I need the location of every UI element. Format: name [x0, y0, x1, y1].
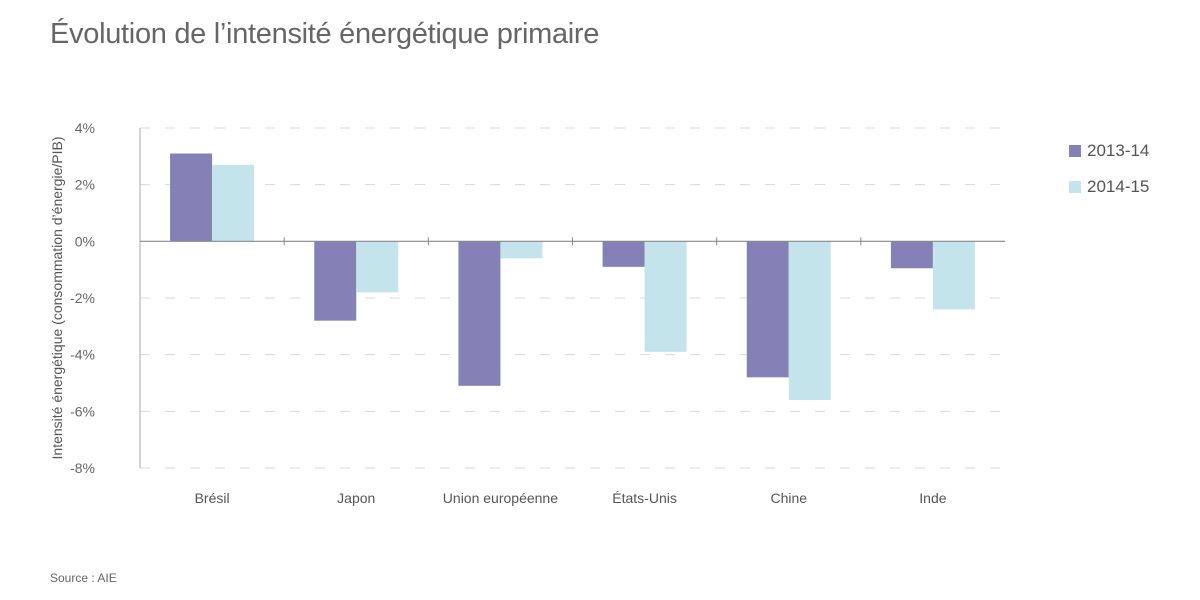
bar-2014-15-Chine — [788, 241, 831, 400]
bar-2013-14-Brésil — [170, 153, 213, 242]
x-category-labels: Brésil Japon Union européenne États-Unis Chi… — [195, 490, 947, 506]
x-category-label: Japon — [337, 490, 375, 506]
legend-swatch — [1069, 181, 1081, 193]
source-note: Source : AIE — [50, 571, 117, 585]
y-tick-label: -8% — [70, 460, 95, 476]
y-axis-label: Intensité énergétique (consommation d’én… — [49, 137, 65, 460]
bars — [170, 153, 975, 400]
x-category-label: Chine — [770, 490, 807, 506]
y-tick-label: -4% — [70, 347, 95, 363]
y-tick-label: 0% — [75, 233, 95, 249]
bar-2013-14-Inde — [890, 241, 933, 269]
bar-2014-15-Inde — [932, 241, 975, 310]
gridlines — [140, 127, 1005, 469]
legend-label: 2014-15 — [1087, 177, 1150, 196]
x-category-label: Brésil — [195, 490, 230, 506]
x-category-label: États-Unis — [612, 490, 677, 506]
legend: 2013-14 2014-15 — [1069, 140, 1149, 212]
y-tick-label: -2% — [70, 290, 95, 306]
y-tick-label: -6% — [70, 403, 95, 419]
bar-2014-15-États-Unis — [644, 241, 687, 352]
legend-item-series-1: 2013-14 — [1069, 140, 1149, 162]
x-category-label: Union européenne — [443, 490, 558, 506]
legend-label: 2013-14 — [1087, 141, 1150, 160]
bar-2014-15-Japon — [356, 241, 399, 293]
y-tick-label: 2% — [75, 177, 95, 193]
legend-item-series-2: 2014-15 — [1069, 176, 1149, 198]
y-tick-labels: 4% 2% 0% -2% -4% -6% -8% — [70, 120, 95, 476]
bar-2013-14-États-Unis — [602, 241, 645, 267]
chart-title: Évolution de l’intensité énergétique pri… — [50, 18, 600, 50]
bar-2013-14-Chine — [746, 241, 789, 378]
bar-2013-14-Union européenne — [458, 241, 501, 386]
bar-2014-15-Brésil — [212, 164, 255, 242]
bar-2014-15-Union européenne — [500, 241, 543, 259]
axes — [139, 128, 1005, 468]
y-tick-label: 4% — [75, 120, 95, 136]
bar-2013-14-Japon — [314, 241, 357, 321]
x-category-label: Inde — [919, 490, 946, 506]
legend-swatch — [1069, 145, 1081, 157]
